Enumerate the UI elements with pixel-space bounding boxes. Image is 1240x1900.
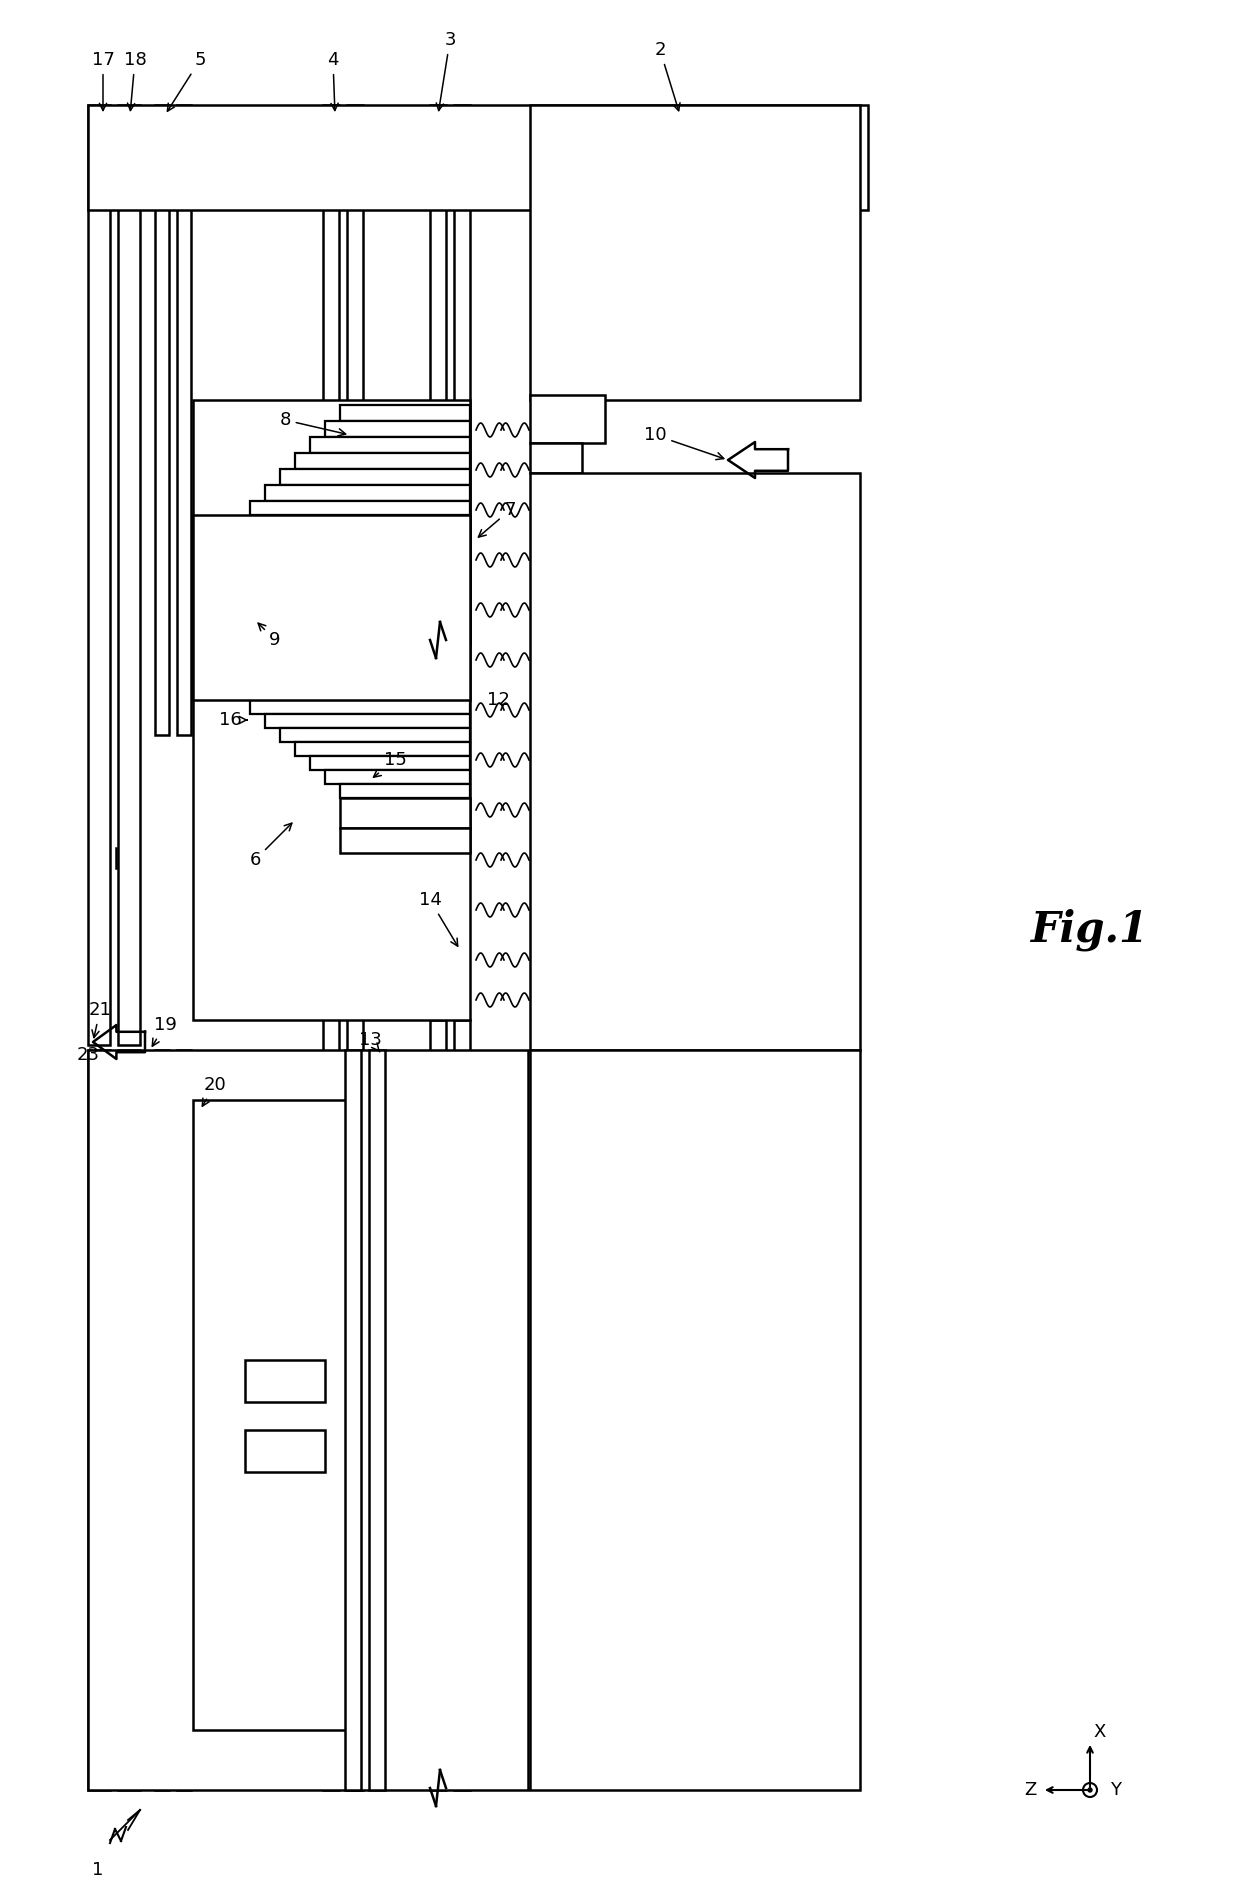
Bar [177,1051,191,1790]
Text: 10: 10 [644,426,724,460]
Bar [155,1051,169,1790]
Bar [280,469,470,484]
Bar [325,422,470,437]
Circle shape [1087,1788,1092,1792]
Bar [310,437,470,452]
Text: 20: 20 [202,1075,227,1106]
Text: 8: 8 [279,410,346,435]
Text: 5: 5 [167,51,206,112]
Bar [193,515,470,699]
Text: 15: 15 [373,750,407,777]
Text: 6: 6 [249,823,291,868]
Bar [88,1051,528,1790]
Bar [322,104,339,1790]
Bar [347,104,363,1790]
Bar [340,785,470,798]
Bar [345,1051,361,1790]
Bar [529,104,861,401]
Text: 13: 13 [358,1032,382,1053]
Text: 4: 4 [327,51,339,110]
Bar [529,443,582,473]
Bar [529,473,861,1051]
Bar [265,714,470,728]
Bar [295,452,470,469]
Bar [155,104,169,735]
Bar [454,1020,470,1790]
Bar [193,401,470,1020]
Text: Y: Y [1110,1780,1121,1799]
Text: 21: 21 [88,1001,112,1037]
Text: 7: 7 [479,502,516,538]
Bar [340,798,470,828]
Bar [454,104,470,644]
Bar [280,728,470,743]
Bar [430,1020,446,1790]
Bar [295,743,470,756]
Text: 18: 18 [124,51,146,110]
Text: 9: 9 [258,623,280,650]
Bar [250,699,470,714]
Bar [246,1431,325,1472]
Text: 17: 17 [92,51,114,110]
Bar [265,484,470,502]
Bar [430,104,446,644]
Bar [529,1051,861,1790]
Text: Z: Z [1024,1780,1037,1799]
Text: 3: 3 [436,30,456,110]
Bar [118,104,140,1045]
Text: 2: 2 [655,42,680,110]
Text: Fig.1: Fig.1 [1030,908,1149,952]
Text: 19: 19 [153,1017,176,1047]
Bar [250,502,470,515]
Bar [325,770,470,785]
Bar [246,1360,325,1402]
Text: 16: 16 [218,711,247,730]
Text: X: X [1094,1723,1106,1740]
Bar [88,104,110,1045]
Bar [88,104,868,211]
Bar [340,828,470,853]
Text: 12: 12 [486,692,510,709]
Bar [193,1100,353,1731]
Bar [177,104,191,735]
Text: 1: 1 [92,1860,104,1879]
Bar [88,1051,110,1790]
Bar [310,756,470,770]
Text: 14: 14 [419,891,458,946]
Bar [370,1051,384,1790]
Bar [529,395,605,443]
Bar [118,1051,140,1790]
Text: 23: 23 [77,1047,99,1064]
Bar [340,405,470,422]
